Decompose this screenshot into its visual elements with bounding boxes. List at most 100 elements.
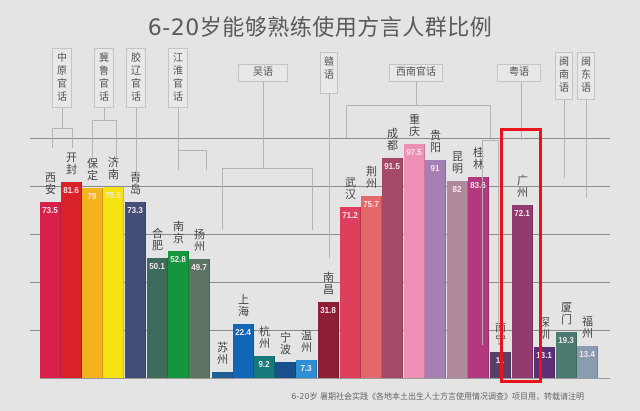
bar-济南: 79.5 — [103, 187, 124, 378]
dialect-group-冀鲁官话: 冀鲁官话 — [94, 48, 114, 108]
bar-开封: 81.6 — [61, 182, 82, 378]
bar-value-label: 19.3 — [558, 335, 574, 345]
bar-value-label: 83.6 — [470, 181, 486, 191]
bar-value-label: 73.5 — [42, 205, 58, 215]
group-bracket — [206, 150, 207, 170]
group-bracket — [72, 128, 73, 148]
city-label: 宁波 — [280, 331, 291, 357]
city-label: 南昌 — [323, 270, 334, 296]
city-label: 杭州 — [259, 324, 270, 350]
bar-合肥: 50.1 — [147, 257, 168, 378]
bar-value-label: 9.2 — [258, 359, 270, 369]
gridline — [30, 138, 610, 139]
city-label: 西安 — [45, 170, 56, 196]
bar-苏州 — [212, 372, 233, 378]
group-bracket — [346, 105, 347, 138]
bar-南昌: 31.8 — [318, 301, 339, 378]
group-connector — [521, 82, 522, 140]
group-bracket — [498, 140, 499, 345]
bar-武汉: 71.2 — [340, 207, 361, 378]
bar-桂林: 83.6 — [468, 177, 489, 378]
group-connector — [586, 100, 587, 198]
group-bracket — [222, 168, 223, 230]
group-connector — [62, 108, 63, 128]
dialect-group-西南官话: 西南官话 — [389, 64, 443, 82]
group-bracket — [178, 150, 179, 170]
bar-广州: 72.1 — [512, 204, 533, 378]
dialect-group-吴语: 吴语 — [238, 64, 288, 82]
bar-value-label: 7.3 — [300, 364, 312, 374]
group-bracket — [116, 120, 117, 160]
bar-昆明: 82 — [447, 181, 468, 378]
bar-value-label: 13.4 — [579, 349, 595, 359]
bar-西安: 73.5 — [40, 201, 61, 378]
bar-value-label: 72.1 — [514, 208, 530, 218]
group-bracket — [482, 140, 498, 141]
city-label: 扬州 — [194, 227, 205, 253]
dialect-group-胶辽官话: 胶辽官话 — [126, 48, 146, 108]
bar-value-label: 75.7 — [363, 200, 379, 210]
bar-宁波 — [275, 362, 296, 378]
city-label: 福州 — [582, 314, 593, 340]
group-bracket — [482, 140, 483, 345]
city-label: 温州 — [301, 329, 312, 355]
bar-扬州: 49.7 — [189, 258, 210, 378]
bar-value-label: 71.2 — [342, 211, 358, 221]
bar-value-label: 31.8 — [320, 305, 336, 315]
dialect-group-闽东语: 闽东语 — [577, 52, 595, 100]
group-bracket — [222, 168, 312, 169]
city-label: 青岛 — [130, 172, 141, 197]
city-label: 重庆 — [409, 113, 420, 138]
group-connector — [416, 82, 417, 105]
bar-value-label: 79 — [87, 192, 97, 202]
bar-温州: 7.3 — [296, 360, 317, 378]
city-label: 广州 — [517, 173, 528, 199]
city-label: 南京 — [173, 220, 184, 246]
dialect-group-中原官话: 中原官话 — [52, 48, 72, 108]
city-label: 济南 — [108, 156, 119, 182]
city-label: 合肥 — [152, 226, 163, 252]
city-label: 厦门 — [561, 300, 572, 326]
city-label: 苏州 — [217, 341, 228, 366]
bar-value-label: 50.1 — [149, 261, 165, 271]
bar-value-label: 91 — [430, 163, 440, 173]
group-bracket — [52, 128, 72, 129]
city-label: 开封 — [66, 151, 77, 177]
bar-杭州: 9.2 — [254, 355, 275, 378]
city-label: 贵阳 — [430, 128, 441, 154]
city-label: 成都 — [387, 127, 398, 153]
group-connector — [564, 100, 565, 178]
bar-上海: 22.4 — [233, 324, 254, 378]
bar-value-label: 49.7 — [191, 262, 207, 272]
bar-value-label: 81.6 — [63, 186, 79, 196]
source-note: 6-20岁 暑期社会实践《各地本土出生人士方言使用情况调查》项目用，转载请注明 — [291, 392, 584, 401]
group-bracket — [490, 105, 491, 138]
bar-成都: 91.5 — [382, 158, 403, 378]
city-label: 昆明 — [452, 150, 463, 176]
gridline — [30, 186, 610, 187]
group-connector — [329, 94, 330, 258]
city-label: 保定 — [87, 157, 98, 183]
group-connector — [178, 108, 179, 150]
highlight-box — [500, 128, 542, 383]
group-bracket — [178, 150, 206, 151]
group-bracket — [346, 105, 490, 106]
city-label: 武汉 — [345, 176, 356, 202]
city-label: 深圳 — [539, 315, 550, 341]
bar-重庆: 97.5 — [404, 144, 425, 378]
bar-厦门: 19.3 — [556, 331, 577, 378]
dialect-group-闽南语: 闽南语 — [555, 52, 573, 100]
bar-福州: 13.4 — [577, 345, 598, 378]
dialect-group-江淮官话: 江淮官话 — [168, 48, 188, 108]
group-connector — [263, 82, 264, 168]
bar-南京: 52.8 — [168, 251, 189, 378]
bar-value-label: 73.3 — [127, 206, 143, 216]
city-label: 上海 — [238, 293, 249, 319]
group-bracket — [92, 120, 116, 121]
bar-value-label: 79.5 — [105, 191, 121, 201]
gridline — [40, 378, 610, 379]
bar-青岛: 73.3 — [125, 202, 146, 378]
bar-value-label: 13.1 — [536, 350, 552, 360]
bar-value-label: 52.8 — [170, 255, 186, 265]
bar-value-label: 82 — [452, 185, 462, 195]
